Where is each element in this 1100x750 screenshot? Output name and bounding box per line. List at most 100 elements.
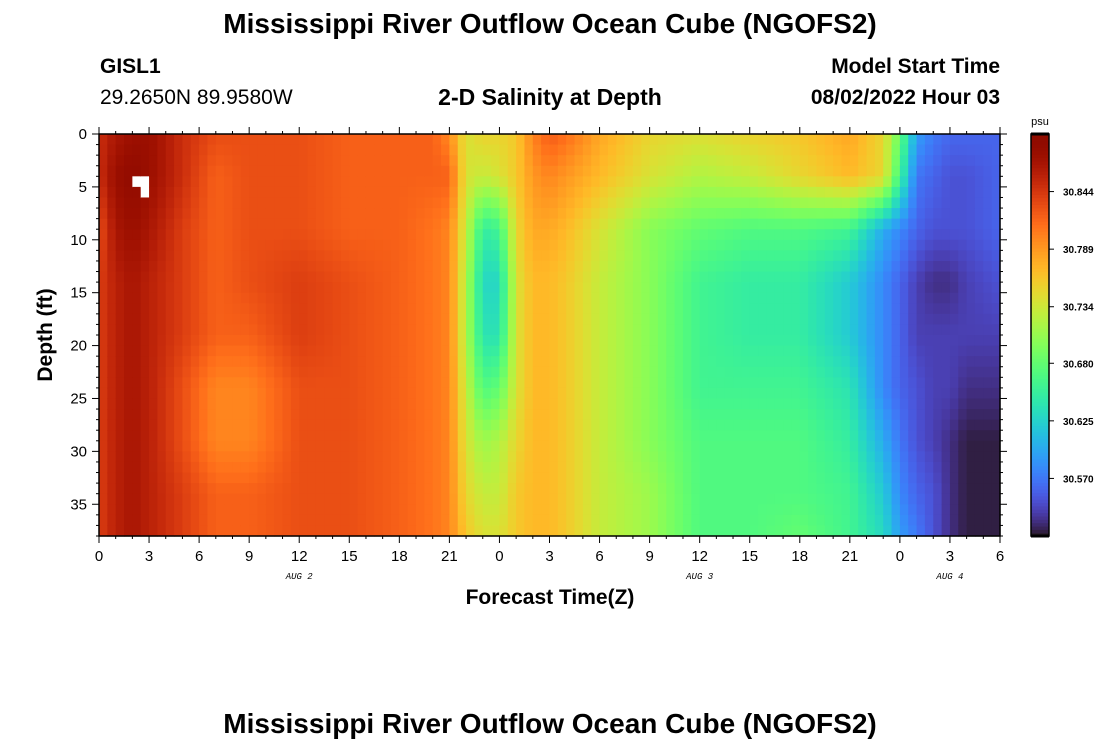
heatmap-cell (424, 176, 434, 188)
heatmap-cell (424, 461, 434, 474)
heatmap-cell (432, 377, 442, 389)
heatmap-cell (899, 239, 909, 251)
heatmap-cell (207, 356, 217, 368)
heatmap-cell (991, 377, 1001, 389)
heatmap-cell (733, 144, 742, 156)
heatmap-cell (265, 292, 275, 304)
heatmap-cell (215, 313, 225, 326)
heatmap-cell (390, 345, 400, 357)
heatmap-cell (332, 387, 342, 400)
heatmap-cell (941, 197, 951, 209)
colorbar-swatch (1031, 458, 1049, 463)
heatmap-cell (240, 313, 250, 326)
heatmap-cell (749, 271, 759, 283)
heatmap-cell (566, 239, 576, 251)
heatmap-cell (282, 155, 292, 167)
heatmap-cell (666, 451, 676, 463)
heatmap-cell (399, 430, 409, 442)
heatmap-cell (115, 440, 125, 452)
heatmap-cell (407, 419, 417, 431)
heatmap-cell (541, 218, 551, 230)
heatmap-cell (708, 504, 717, 516)
heatmap-cell (332, 525, 342, 537)
heatmap-cell (657, 208, 667, 220)
heatmap-cell (357, 313, 367, 326)
heatmap-cell (232, 208, 242, 220)
heatmap-cell (399, 356, 409, 368)
heatmap-cell (983, 335, 993, 347)
heatmap-cell (974, 303, 984, 315)
heatmap-cell (174, 525, 184, 537)
heatmap-cell (99, 260, 108, 273)
heatmap-cell (524, 239, 534, 251)
heatmap-cell (449, 324, 459, 336)
heatmap-cell (591, 165, 601, 177)
heatmap-cell (432, 324, 442, 336)
y-tick-label: 20 (70, 338, 87, 355)
heatmap-cell (591, 282, 601, 294)
heatmap-cell (557, 409, 567, 421)
heatmap-cell (841, 271, 851, 283)
heatmap-cell (174, 493, 184, 505)
heatmap-cell (332, 335, 342, 347)
heatmap-cell (591, 271, 601, 283)
heatmap-cell (758, 387, 767, 400)
heatmap-cell (616, 377, 626, 389)
heatmap-cell (641, 239, 651, 251)
heatmap-cell (724, 208, 734, 220)
heatmap-cell (491, 303, 501, 315)
heatmap-cell (607, 514, 617, 527)
heatmap-cell (140, 165, 150, 177)
heatmap-cell (866, 303, 876, 315)
heatmap-cell (641, 186, 651, 199)
heatmap-cell (657, 525, 667, 537)
heatmap-cell (599, 239, 609, 251)
colorbar-swatch (1031, 408, 1049, 413)
heatmap-cell (833, 292, 843, 304)
heatmap-cell (574, 504, 584, 516)
heatmap-cell (224, 409, 234, 421)
x-tick-label: 6 (996, 548, 1004, 565)
heatmap-cell (124, 356, 133, 368)
heatmap-cell (207, 239, 217, 251)
heatmap-cell (883, 292, 893, 304)
heatmap-cell (849, 409, 859, 421)
heatmap-cell (724, 409, 734, 421)
heatmap-cell (641, 303, 651, 315)
heatmap-cell (207, 377, 217, 389)
heatmap-cell (682, 134, 692, 146)
heatmap-cell (416, 144, 425, 156)
colorbar-swatch (1031, 515, 1049, 520)
heatmap-cell (274, 239, 284, 251)
heatmap-cell (632, 250, 642, 262)
heatmap-cell (491, 335, 501, 347)
heatmap-cell (457, 176, 467, 188)
heatmap-cell (899, 324, 909, 336)
heatmap-cell (724, 335, 734, 347)
heatmap-cell (457, 324, 467, 336)
heatmap-cell (691, 260, 701, 273)
heatmap-cell (891, 282, 901, 294)
heatmap-cell (741, 430, 751, 442)
heatmap-cell (516, 239, 526, 251)
heatmap-cell (274, 144, 284, 156)
heatmap-cell (290, 239, 300, 251)
heatmap-cell (641, 398, 651, 410)
heatmap-cell (624, 483, 634, 495)
heatmap-cell (541, 260, 551, 273)
heatmap-cell (874, 186, 884, 199)
heatmap-cell (257, 176, 267, 188)
heatmap-cell (616, 440, 626, 452)
heatmap-cell (858, 335, 868, 347)
heatmap-cell (841, 377, 851, 389)
heatmap-cell (516, 430, 526, 442)
heatmap-cell (774, 313, 784, 326)
heatmap-cell (582, 504, 592, 516)
heatmap-cell (182, 282, 192, 294)
heatmap-cell (649, 430, 659, 442)
heatmap-cell (691, 472, 701, 484)
heatmap-cell (874, 419, 884, 431)
heatmap-cell (190, 186, 200, 199)
heatmap-cell (833, 387, 843, 400)
heatmap-cell (624, 271, 634, 283)
